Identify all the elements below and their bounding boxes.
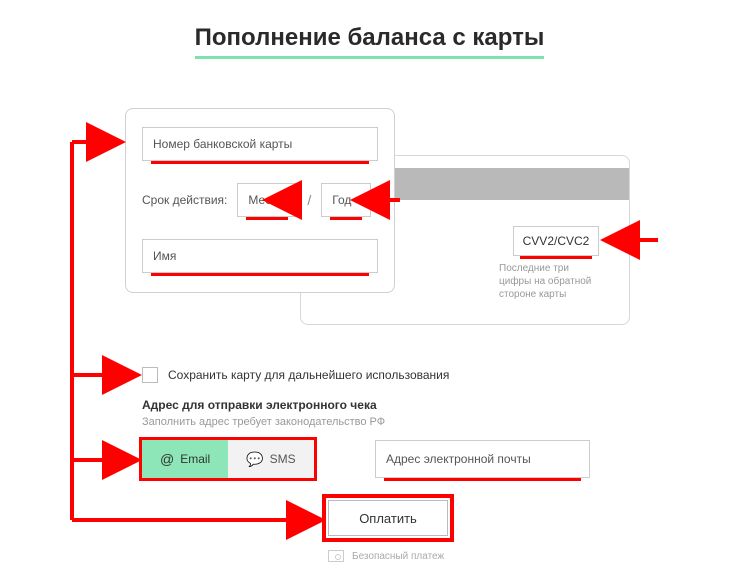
expiry-year-placeholder: Год <box>332 193 351 207</box>
tab-sms[interactable]: 💬 SMS <box>228 440 313 478</box>
pay-button-label: Оплатить <box>359 511 417 526</box>
tab-email-label: Email <box>180 452 210 466</box>
sms-icon: 💬 <box>246 451 263 468</box>
expiry-separator: / <box>307 192 311 208</box>
cardholder-name-placeholder: Имя <box>153 249 176 263</box>
save-card-row: Сохранить карту для дальнейшего использо… <box>142 367 449 383</box>
expiry-month-input[interactable]: Месяц <box>237 183 297 217</box>
at-icon: @ <box>160 451 174 467</box>
email-placeholder: Адрес электронной почты <box>386 452 531 466</box>
cvv-input[interactable]: CVV2/CVC2 <box>513 226 599 256</box>
expiry-row: Срок действия: Месяц / Год <box>142 183 378 217</box>
expiry-label: Срок действия: <box>142 193 227 207</box>
secure-payment-row: Безопасный платеж <box>328 550 444 562</box>
card-number-placeholder: Номер банковской карты <box>153 137 292 151</box>
cvv-placeholder: CVV2/CVC2 <box>523 234 590 248</box>
tab-sms-label: SMS <box>270 452 296 466</box>
cardholder-name-input[interactable]: Имя <box>142 239 378 273</box>
expiry-year-input[interactable]: Год <box>321 183 371 217</box>
card-front: Номер банковской карты Срок действия: Ме… <box>125 108 395 293</box>
receipt-sub: Заполнить адрес требует законодательство… <box>142 416 385 428</box>
expiry-month-placeholder: Месяц <box>248 193 284 207</box>
pay-button[interactable]: Оплатить <box>328 500 448 536</box>
tab-email[interactable]: @ Email <box>142 440 228 478</box>
card-number-input[interactable]: Номер банковской карты <box>142 127 378 161</box>
email-input[interactable]: Адрес электронной почты <box>375 440 590 478</box>
save-card-label: Сохранить карту для дальнейшего использо… <box>168 368 449 382</box>
receipt-heading: Адрес для отправки электронного чека <box>142 398 377 412</box>
secure-label: Безопасный платеж <box>352 551 444 562</box>
cvv-hint: Последние три цифры на обратной стороне … <box>499 262 599 301</box>
secure-icon <box>328 550 344 562</box>
save-card-checkbox[interactable] <box>142 367 158 383</box>
page-title: Пополнение баланса с карты <box>195 24 545 59</box>
receipt-tabs: @ Email 💬 SMS <box>142 440 314 478</box>
